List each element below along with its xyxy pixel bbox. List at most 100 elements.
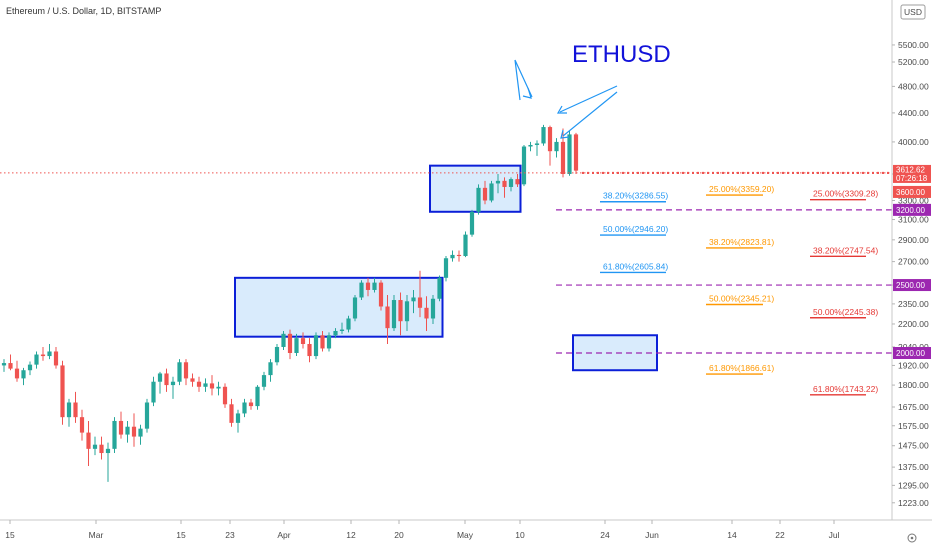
candle-body-44 (281, 333, 286, 347)
candle-body-69 (443, 258, 449, 278)
settings-icon[interactable] (907, 533, 917, 543)
candle-body-80 (515, 179, 520, 185)
candle-body-23 (144, 402, 150, 429)
fib-label-6: 50.00%(2345.21) (709, 294, 774, 304)
x-tick-label-13: 22 (775, 530, 785, 540)
x-tick-label-12: 14 (727, 530, 737, 540)
y-tick-label-4: 1475.00 (898, 441, 929, 451)
candle-body-47 (300, 338, 306, 344)
zone-box-1 (234, 276, 444, 338)
candle-body-19 (118, 420, 124, 435)
time-axis[interactable]: 15 Mar 15 23 Apr 12 20 May 10 24 Jun 14 22 Jul (5, 520, 840, 540)
candle-body-70 (450, 254, 455, 259)
candle-body-71 (456, 254, 462, 257)
candle-body-81 (521, 146, 527, 185)
candle-body-35 (222, 386, 228, 405)
y-tick-label-15: 3100.00 (898, 215, 929, 225)
candle-body-53 (339, 329, 345, 331)
candle-body-87 (560, 141, 566, 174)
fib-label-1: 38.20%(3286.55) (603, 191, 668, 201)
x-tick-label-11: Jun (645, 530, 659, 540)
fib-label-11: 61.80%(1743.22) (813, 384, 878, 394)
settings-icon-dot (910, 536, 914, 540)
arrow-up-left (514, 59, 533, 101)
fib-label-10: 50.00%(2245.38) (813, 307, 878, 317)
arrowhead-3 (560, 129, 570, 139)
currency-badge-label: USD (904, 7, 922, 17)
candle-body-49 (313, 335, 319, 357)
currency-badge[interactable]: USD (900, 4, 926, 20)
candle-body-18 (112, 420, 117, 449)
annotation-title: ETHUSD (572, 41, 671, 68)
symbol-title: Ethereum / U.S. Dollar, 1D, BITSTAMP (6, 6, 161, 16)
candle-body-42 (268, 362, 273, 376)
x-tick-label-6: 12 (346, 530, 356, 540)
y-tick-label-5: 1575.00 (898, 421, 929, 431)
candle-body-84 (541, 127, 546, 144)
candle-body-72 (463, 234, 468, 257)
candle-body-27 (170, 381, 176, 386)
candle-body-2 (8, 363, 13, 369)
price-tag-box-1 (893, 185, 931, 198)
x-tick-label-1: 15 (5, 530, 15, 540)
candle-body-74 (476, 187, 481, 212)
candle-body-73 (469, 211, 475, 235)
candle-body-85 (547, 127, 553, 152)
zone-box-2 (429, 164, 522, 213)
candle-body-66 (424, 307, 429, 319)
candle-body-29 (183, 362, 189, 379)
zone-box-3 (572, 334, 658, 372)
candle-body-28 (177, 362, 182, 382)
price-tag-box-3 (893, 279, 931, 292)
x-tick-label-10: 24 (600, 530, 610, 540)
y-tick-label-22: 5500.00 (898, 40, 929, 50)
candle-body-62 (398, 300, 403, 322)
candle-body-15 (92, 444, 98, 449)
y-tick-label-19: 4400.00 (898, 108, 929, 118)
price-axis[interactable]: 1223.00 1295.00 1375.00 1475.00 1575.00 1675.… (892, 40, 929, 508)
candle-body-17 (105, 448, 111, 454)
candle-body-67 (430, 298, 436, 319)
candle-body-83 (534, 143, 540, 145)
settings-icon-ring (907, 533, 917, 543)
candle-body-78 (502, 180, 507, 187)
candle-body-8 (47, 351, 52, 357)
candles-layer (1, 124, 892, 482)
candle-body-11 (66, 402, 72, 418)
candle-body-75 (482, 187, 488, 201)
candle-body-51 (326, 335, 332, 349)
candle-body-14 (86, 432, 91, 449)
current-price-tag-box (893, 164, 931, 183)
candle-body-38 (242, 402, 247, 414)
candle-body-61 (391, 300, 397, 329)
candle-body-12 (73, 402, 78, 418)
x-tick-label-9: 10 (515, 530, 525, 540)
candle-body-34 (216, 386, 221, 389)
y-tick-label-6: 1675.00 (898, 402, 929, 412)
y-tick-label-7: 1800.00 (898, 380, 929, 390)
arrow-down-1 (522, 87, 532, 99)
candle-body-32 (203, 383, 208, 387)
candle-body-13 (79, 417, 85, 433)
y-tick-label-3: 1375.00 (898, 462, 929, 472)
y-tick-label-2: 1295.00 (898, 480, 929, 490)
current-price-tag-label: 3612.62 (896, 165, 925, 174)
y-tick-label-9: 2040.00 (898, 342, 929, 352)
horizontal-lines-layer (556, 209, 892, 354)
candle-body-55 (352, 297, 358, 319)
currency-badge-box (900, 4, 926, 20)
candle-body-65 (417, 297, 423, 308)
candle-body-24 (151, 381, 156, 403)
candle-body-33 (209, 383, 215, 389)
candle-body-48 (307, 343, 312, 357)
price-tag-box-2 (893, 203, 931, 216)
candle-body-4 (21, 370, 26, 379)
y-tick-label-11: 2350.00 (898, 299, 929, 309)
price-tag-label-4: 2000.00 (896, 349, 925, 358)
candle-body-88 (567, 134, 572, 174)
candle-body-63 (404, 301, 410, 322)
candle-body-40 (255, 386, 260, 407)
x-tick-label-7: 20 (394, 530, 404, 540)
